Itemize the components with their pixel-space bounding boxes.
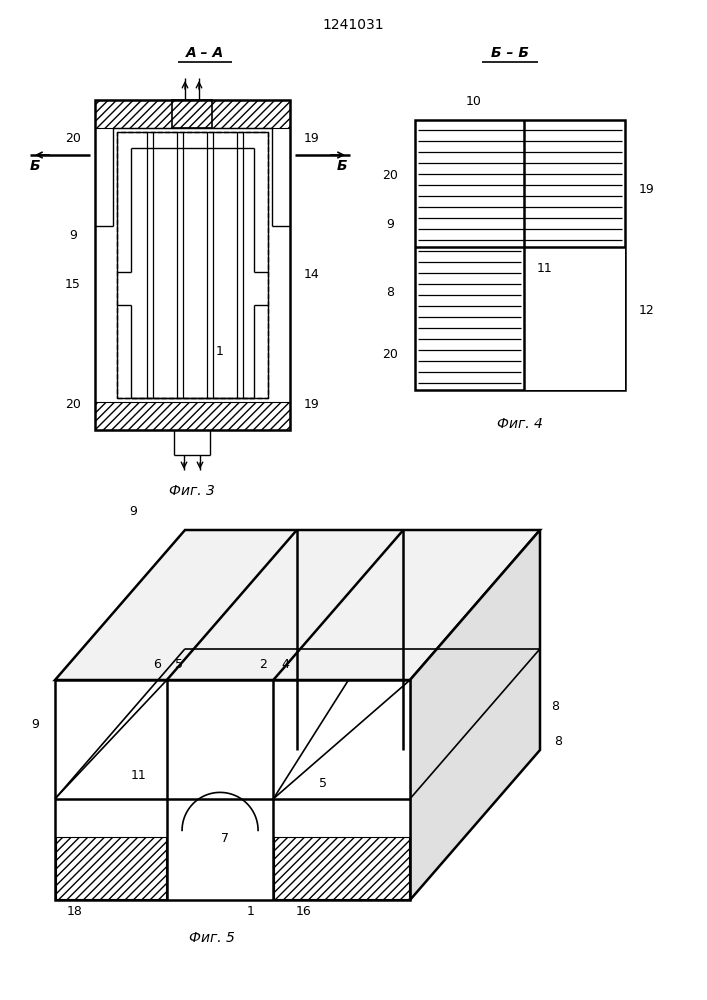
Text: 11: 11 xyxy=(131,769,146,782)
Bar xyxy=(56,837,166,899)
Text: 9: 9 xyxy=(129,505,137,518)
Text: 14: 14 xyxy=(304,268,320,281)
Text: 5: 5 xyxy=(320,777,327,790)
Polygon shape xyxy=(55,530,540,680)
Bar xyxy=(274,837,409,899)
Text: 8: 8 xyxy=(551,700,559,713)
Text: 20: 20 xyxy=(382,169,398,182)
Text: 19: 19 xyxy=(639,183,655,196)
Polygon shape xyxy=(55,680,410,900)
Text: 7: 7 xyxy=(221,832,229,845)
Bar xyxy=(176,402,208,458)
Text: 1241031: 1241031 xyxy=(322,18,384,32)
Text: 9: 9 xyxy=(386,218,394,231)
Text: 6: 6 xyxy=(153,658,160,671)
Text: Б: Б xyxy=(30,159,40,173)
Text: Фиг. 4: Фиг. 4 xyxy=(497,417,543,431)
Text: 19: 19 xyxy=(304,132,320,145)
Text: 1: 1 xyxy=(246,905,255,918)
Text: 5: 5 xyxy=(175,658,183,671)
Text: 8: 8 xyxy=(386,286,394,298)
Text: 2: 2 xyxy=(259,658,267,671)
Bar xyxy=(95,100,290,128)
Text: Фиг. 3: Фиг. 3 xyxy=(169,484,215,498)
Text: A – A: A – A xyxy=(186,46,224,60)
Text: Б – Б: Б – Б xyxy=(491,46,529,60)
Bar xyxy=(172,100,212,128)
Text: 8: 8 xyxy=(554,735,562,748)
Text: 15: 15 xyxy=(65,278,81,291)
Text: 19: 19 xyxy=(304,398,320,411)
Bar xyxy=(95,402,290,430)
Text: 4: 4 xyxy=(281,658,289,671)
Text: 20: 20 xyxy=(65,398,81,411)
Bar xyxy=(415,120,625,390)
Text: 12: 12 xyxy=(639,304,655,317)
Bar xyxy=(524,247,625,390)
Text: 9: 9 xyxy=(69,229,77,242)
Text: 16: 16 xyxy=(296,905,311,918)
Polygon shape xyxy=(410,530,540,900)
Text: 18: 18 xyxy=(67,905,83,918)
Text: 10: 10 xyxy=(466,95,481,108)
Text: Б: Б xyxy=(337,159,347,173)
Text: 11: 11 xyxy=(537,262,552,275)
Text: 20: 20 xyxy=(382,348,398,361)
Text: 9: 9 xyxy=(31,718,39,731)
Bar xyxy=(117,132,268,398)
Bar xyxy=(117,132,268,398)
Text: Фиг. 5: Фиг. 5 xyxy=(189,931,235,945)
Text: 20: 20 xyxy=(65,132,81,145)
Bar xyxy=(95,100,290,430)
Text: 1: 1 xyxy=(216,345,224,358)
